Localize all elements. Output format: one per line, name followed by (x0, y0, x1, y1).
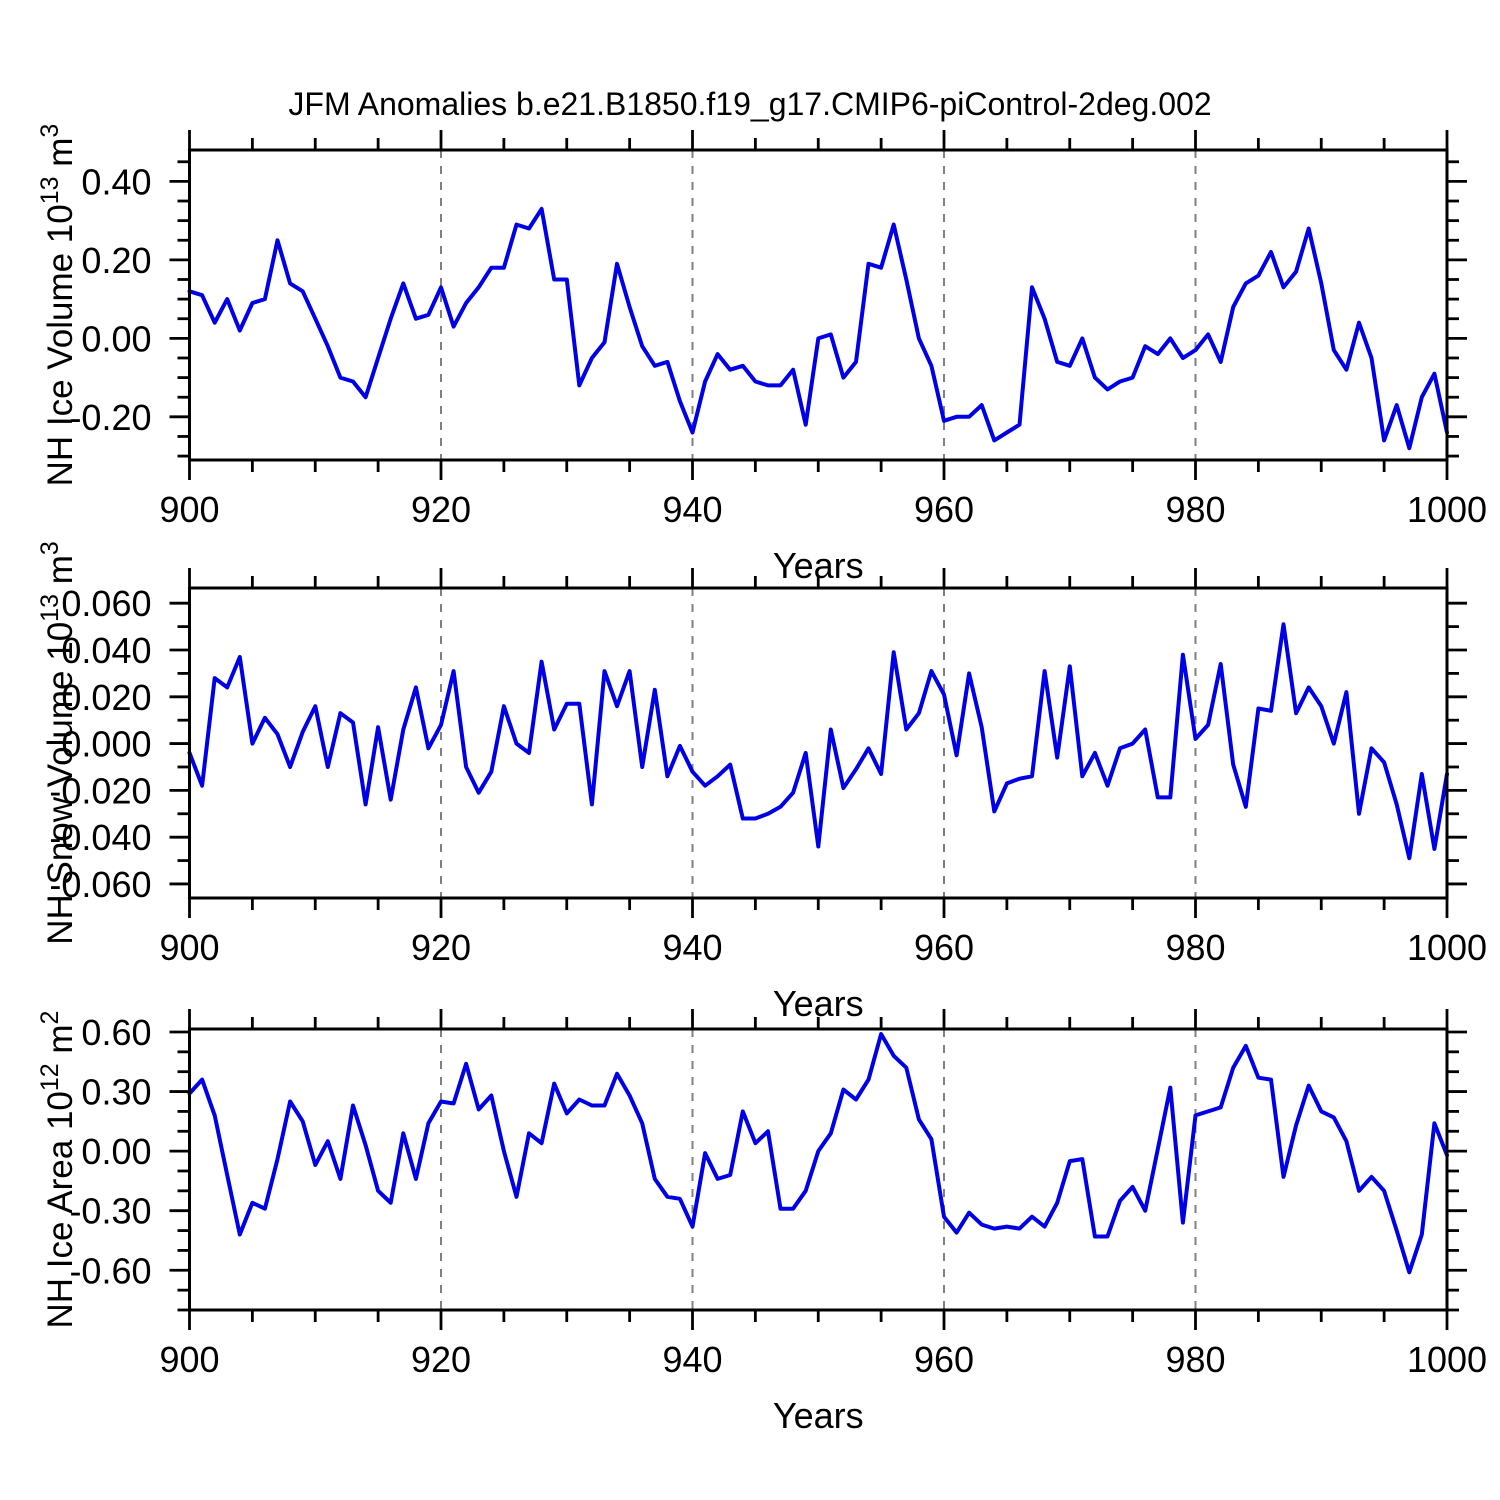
y-axis-title: NH Snow Volume 1013 m3 (36, 541, 80, 945)
x-tick-label: 1000 (1407, 1339, 1487, 1380)
nh-ice-area-series-line (187, 1032, 1449, 1275)
x-tick-label: 1000 (1407, 927, 1487, 968)
nh-snow-volume-series-line (187, 622, 1449, 861)
x-tick-label: 920 (411, 1339, 471, 1380)
y-tick-label: 0.00 (81, 318, 151, 359)
y-axis-title: NH Ice Volume 1013 m3 (36, 124, 80, 487)
nh-ice-volume-series-line (187, 206, 1449, 451)
plot-frame (188, 148, 1449, 462)
y-tick-label: 0.020 (61, 677, 151, 718)
nh-ice-area-chart: 0.60 0.30 0.00 -0.30 -0.60 900 920 940 960 980 100… (36, 1009, 1487, 1436)
y-tick-label: 0.000 (61, 724, 151, 765)
x-tick-label: 940 (662, 1339, 722, 1380)
x-tick-label: 980 (1165, 1339, 1225, 1380)
x-tick-label: 960 (914, 927, 974, 968)
y-tick-label: 0.20 (81, 240, 151, 281)
chart-title: JFM Anomalies b.e21.B1850.f19_g17.CMIP6-… (288, 86, 1212, 122)
plot-frame (188, 586, 1449, 900)
y-tick-label: 0.40 (81, 161, 151, 202)
y-axis-title: NH Ice Area 1012 m2 (36, 1011, 80, 1329)
y-tick-label: -0.040 (49, 817, 151, 858)
y-tick-label: 0.30 (81, 1072, 151, 1113)
x-tick-label: 900 (159, 1339, 219, 1380)
x-axis-title: Years (773, 1395, 864, 1436)
x-tick-label: 1000 (1407, 489, 1487, 530)
y-tick-label: -0.20 (69, 397, 151, 438)
y-tick-label: 0.00 (81, 1131, 151, 1172)
x-tick-label: 940 (662, 927, 722, 968)
x-tick-label: 900 (159, 489, 219, 530)
y-tick-label: -0.020 (49, 770, 151, 811)
x-tick-label: 940 (662, 489, 722, 530)
y-tick-label: -0.60 (69, 1250, 151, 1291)
x-tick-label: 920 (411, 489, 471, 530)
y-tick-label: 0.060 (61, 583, 151, 624)
y-tick-label: 0.60 (81, 1012, 151, 1053)
x-tick-label: 980 (1165, 927, 1225, 968)
x-tick-label: 980 (1165, 489, 1225, 530)
plot-frame (188, 1027, 1449, 1312)
x-tick-label: 920 (411, 927, 471, 968)
x-tick-label: 960 (914, 1339, 974, 1380)
y-tick-label: 0.040 (61, 630, 151, 671)
nh-snow-volume-chart: 0.060 0.040 0.020 0.000 -0.020 -0.040 -0.06090… (36, 541, 1487, 1024)
x-tick-label: 960 (914, 489, 974, 530)
y-tick-label: -0.30 (69, 1191, 151, 1232)
x-tick-label: 900 (159, 927, 219, 968)
y-tick-label: -0.060 (49, 864, 151, 905)
